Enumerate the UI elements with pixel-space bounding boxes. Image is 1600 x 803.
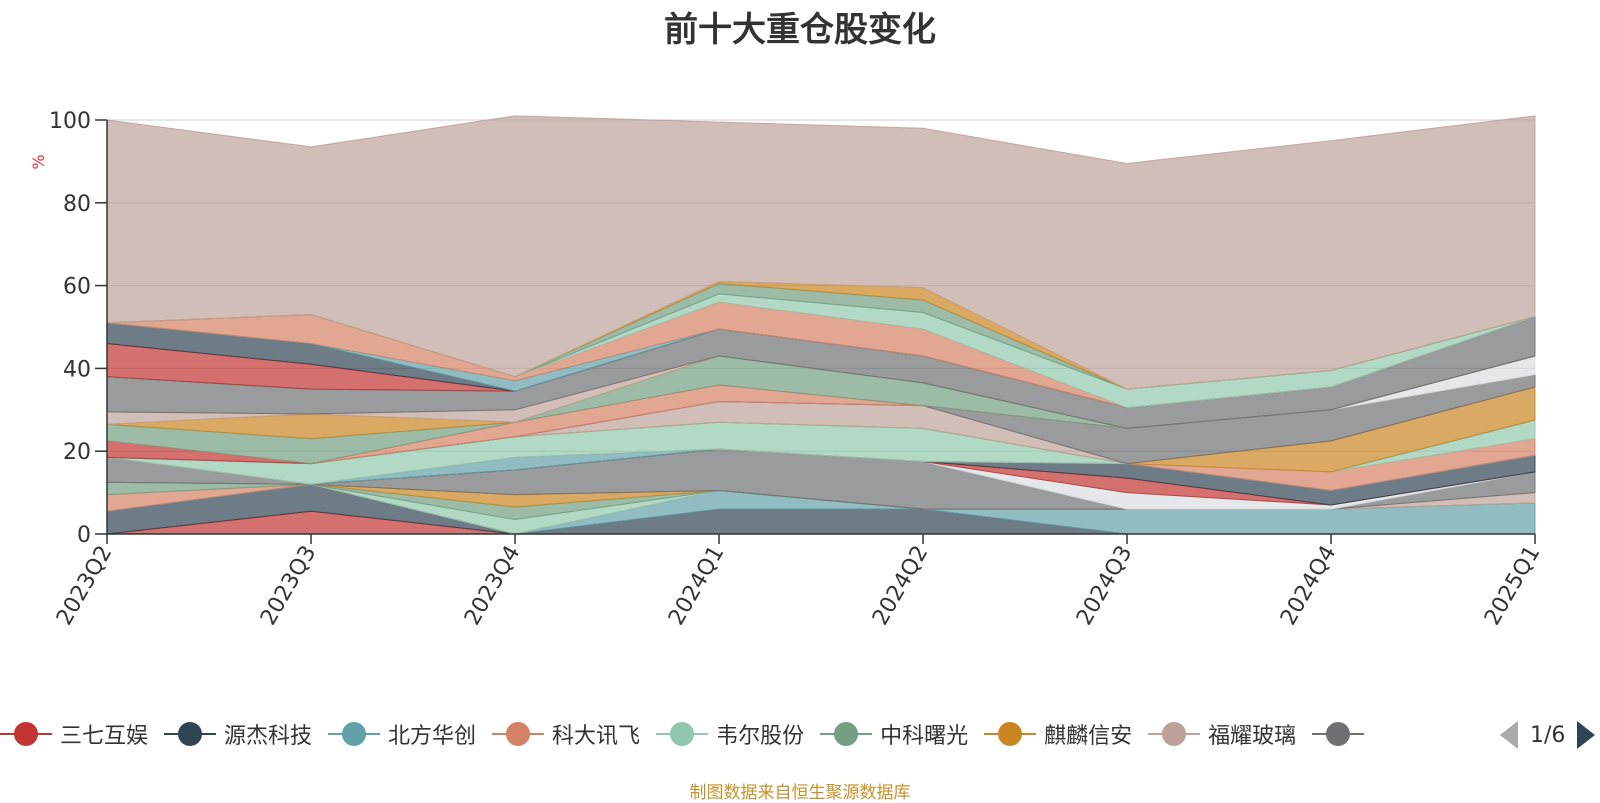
legend-prev-icon[interactable] (1500, 721, 1518, 749)
legend-pager: 1/6 (1500, 718, 1596, 752)
legend-label: 三七互娱 (60, 724, 149, 749)
legend-item[interactable] (1312, 716, 1372, 752)
legend-marker-icon (820, 721, 873, 747)
legend-label: 韦尔股份 (716, 724, 805, 749)
y-tick-label: 60 (63, 275, 91, 300)
x-tick-label: 2023Q3 (256, 542, 321, 630)
legend-marker-icon (328, 721, 381, 747)
y-axis-unit: % (29, 154, 48, 169)
legend-marker-icon (492, 721, 545, 747)
legend-next-icon[interactable] (1577, 721, 1596, 749)
legend-label: 麒麟信安 (1044, 724, 1133, 749)
x-tick-label: 2023Q4 (460, 542, 525, 630)
source-note: 制图数据来自恒生聚源数据库 (689, 783, 911, 803)
legend-item[interactable]: 源杰科技 (164, 716, 312, 752)
legend-marker-icon (656, 721, 709, 747)
chart-plot: 0 20 40 60 80 100 2023Q2 2023Q3 2023Q4 2024Q1 2024… (29, 109, 1545, 630)
chart-title: 前十大重仓股变化 (664, 10, 936, 50)
legend-label: 福耀玻璃 (1208, 724, 1297, 749)
y-tick-label: 100 (49, 109, 91, 134)
legend-label: 北方华创 (388, 724, 477, 749)
x-tick-label: 2023Q2 (52, 542, 117, 630)
legend-page-indicator: 1/6 (1530, 722, 1566, 748)
legend-label: 源杰科技 (224, 724, 313, 749)
legend-item[interactable]: 三七互娱 (0, 716, 148, 752)
legend-item[interactable]: 中科曙光 (820, 716, 968, 752)
x-tick-label: 2024Q2 (868, 542, 933, 630)
legend-item[interactable]: 福耀玻璃 (1148, 716, 1296, 752)
legend: 三七互娱 源杰科技 北方华创 科大讯飞 韦尔股份 中科曙光 麒麟信安 福耀玻璃 (0, 716, 1485, 752)
legend-marker-icon (164, 721, 217, 747)
legend-item[interactable]: 韦尔股份 (656, 716, 804, 752)
y-tick-label: 0 (77, 523, 91, 548)
y-tick-label: 20 (63, 440, 91, 465)
area-series-33[interactable] (106, 115, 1536, 390)
legend-item[interactable]: 北方华创 (328, 716, 476, 752)
legend-label: 科大讯飞 (552, 724, 641, 749)
legend-item[interactable]: 麒麟信安 (984, 716, 1132, 752)
legend-marker-icon (1312, 721, 1365, 747)
legend-marker-icon (1148, 721, 1201, 747)
x-tick-label: 2024Q1 (664, 542, 729, 630)
y-tick-label: 40 (63, 357, 91, 382)
x-tick-label: 2025Q1 (1480, 542, 1545, 630)
legend-marker-icon (984, 721, 1037, 747)
y-tick-label: 80 (63, 192, 91, 217)
x-tick-label: 2024Q4 (1276, 542, 1341, 630)
legend-marker-icon (0, 721, 52, 747)
legend-label: 中科曙光 (880, 724, 969, 749)
legend-item[interactable]: 科大讯飞 (492, 716, 640, 752)
x-tick-label: 2024Q3 (1072, 542, 1137, 630)
